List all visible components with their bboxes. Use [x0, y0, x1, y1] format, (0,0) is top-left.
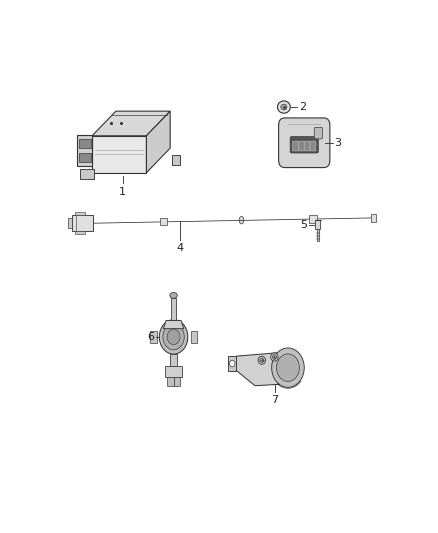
Polygon shape — [78, 152, 92, 161]
Polygon shape — [309, 215, 317, 223]
FancyBboxPatch shape — [304, 141, 310, 151]
Ellipse shape — [277, 101, 290, 113]
Polygon shape — [317, 229, 319, 241]
Polygon shape — [166, 366, 182, 377]
Polygon shape — [80, 168, 94, 179]
Polygon shape — [72, 215, 93, 231]
Text: 1: 1 — [119, 187, 126, 197]
Polygon shape — [163, 320, 184, 329]
Ellipse shape — [170, 293, 177, 298]
Ellipse shape — [272, 355, 276, 359]
Text: 3: 3 — [335, 138, 342, 148]
Ellipse shape — [271, 353, 278, 361]
Polygon shape — [75, 231, 85, 235]
FancyBboxPatch shape — [290, 136, 318, 153]
Ellipse shape — [281, 104, 287, 110]
Ellipse shape — [85, 172, 89, 176]
Text: 4: 4 — [177, 243, 184, 253]
Ellipse shape — [167, 329, 180, 345]
Polygon shape — [67, 219, 72, 228]
Polygon shape — [191, 331, 197, 343]
Ellipse shape — [230, 360, 235, 367]
Polygon shape — [171, 298, 176, 320]
Polygon shape — [78, 139, 92, 148]
Ellipse shape — [260, 358, 264, 362]
FancyBboxPatch shape — [310, 141, 316, 151]
Polygon shape — [174, 377, 180, 386]
FancyBboxPatch shape — [279, 118, 330, 167]
Text: 2: 2 — [299, 102, 306, 112]
Polygon shape — [146, 111, 170, 173]
Polygon shape — [92, 136, 146, 173]
Text: 6: 6 — [147, 332, 154, 342]
Polygon shape — [92, 111, 170, 136]
FancyBboxPatch shape — [293, 141, 298, 151]
Ellipse shape — [239, 216, 244, 224]
Polygon shape — [172, 155, 180, 165]
Polygon shape — [75, 212, 85, 215]
Polygon shape — [159, 218, 167, 225]
Ellipse shape — [276, 354, 299, 382]
Ellipse shape — [258, 356, 265, 365]
Polygon shape — [170, 354, 177, 366]
Polygon shape — [315, 220, 320, 229]
Polygon shape — [77, 135, 92, 166]
Ellipse shape — [272, 348, 304, 387]
Polygon shape — [371, 214, 376, 222]
Polygon shape — [167, 377, 173, 386]
Text: 7: 7 — [271, 395, 278, 405]
Polygon shape — [151, 331, 156, 343]
Polygon shape — [237, 351, 301, 386]
Ellipse shape — [163, 324, 184, 350]
Polygon shape — [228, 356, 237, 370]
Text: 5: 5 — [300, 220, 307, 230]
FancyBboxPatch shape — [314, 127, 322, 139]
Ellipse shape — [159, 320, 188, 354]
FancyBboxPatch shape — [298, 141, 304, 151]
